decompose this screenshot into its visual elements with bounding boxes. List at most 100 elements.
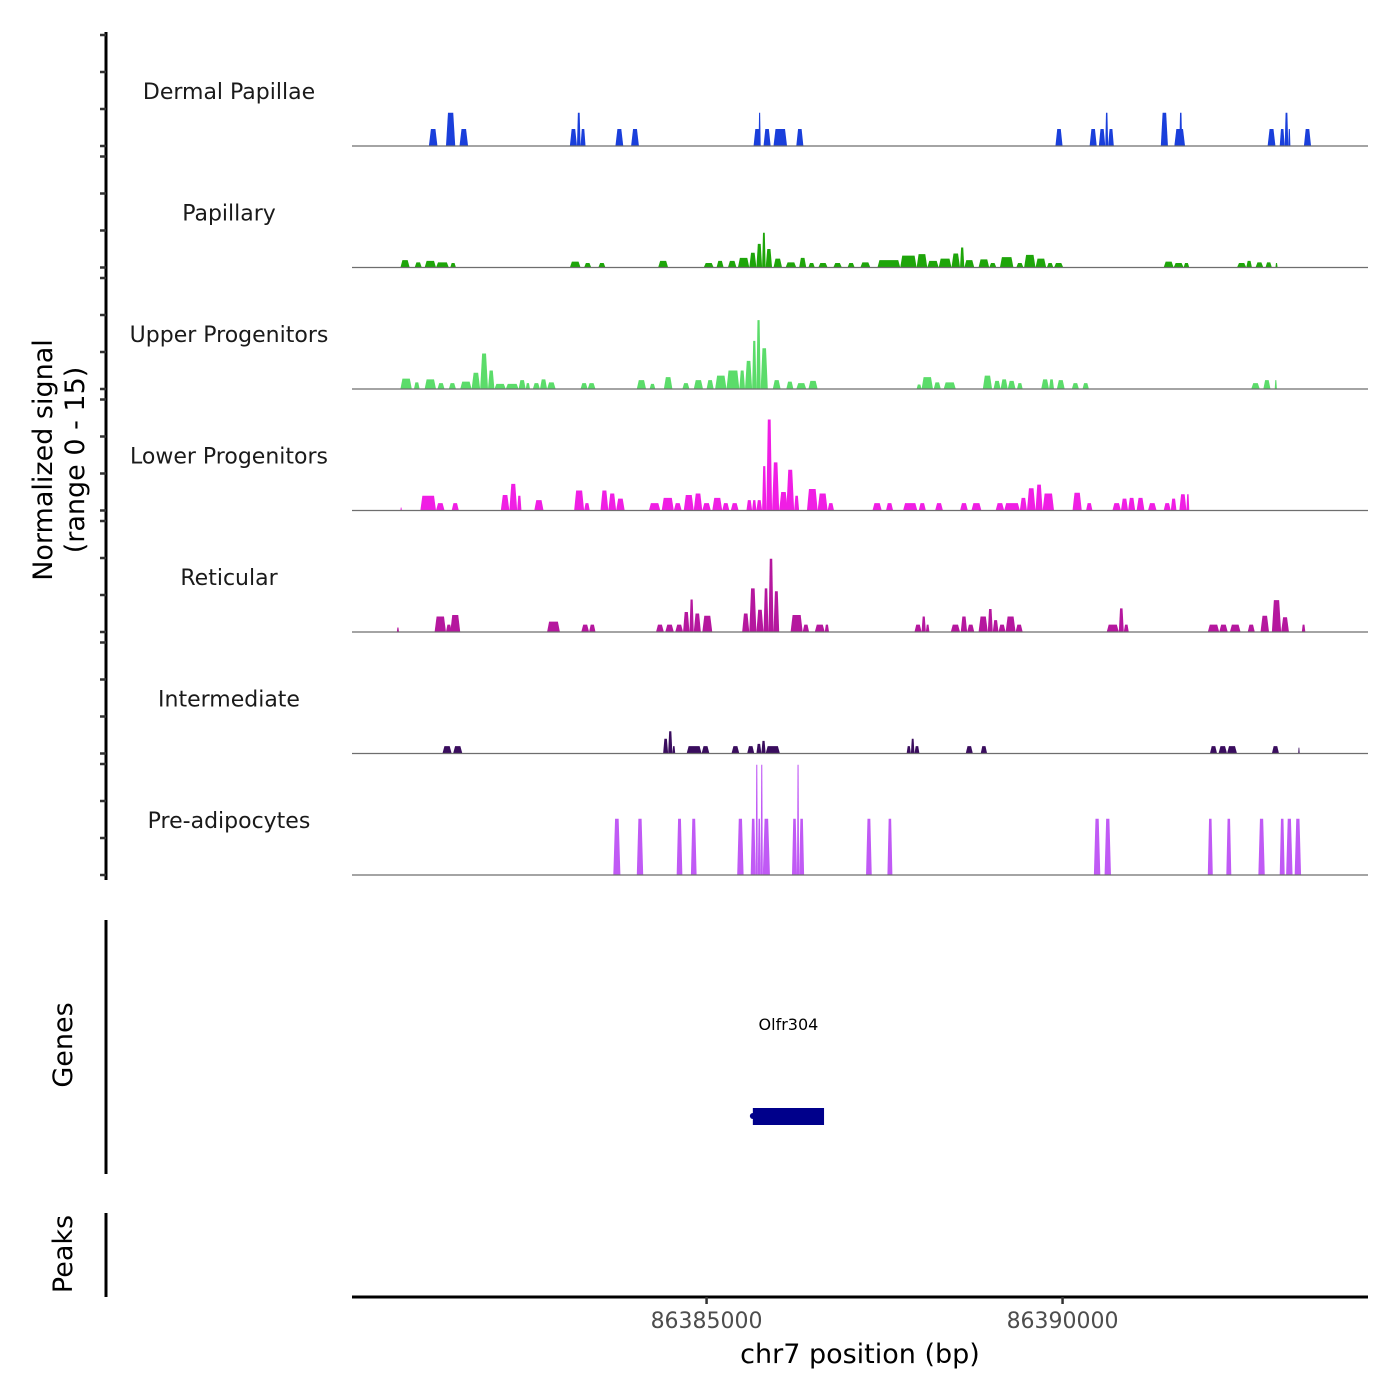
signal-peak	[1281, 617, 1289, 632]
signal-peak	[636, 818, 644, 875]
signal-peak	[773, 128, 788, 146]
signal-peak	[1147, 503, 1157, 511]
signal-peak	[742, 613, 750, 632]
x-tick-label: 86385000	[651, 1309, 763, 1334]
signal-peak	[1267, 128, 1276, 146]
signal-peak	[1005, 616, 1016, 632]
signal-peak	[866, 818, 872, 875]
signal-peak	[1186, 494, 1190, 511]
signal-peak	[574, 490, 585, 511]
strand-arrow-icon	[749, 1113, 756, 1119]
signal-peak	[1229, 624, 1241, 632]
signal-peak	[1163, 503, 1171, 511]
signal-peak	[727, 260, 737, 268]
signal-peak	[706, 380, 714, 389]
signal-peak	[992, 620, 999, 632]
signal-peak	[673, 503, 682, 511]
signal-peak	[935, 503, 943, 511]
signal-peak	[1098, 128, 1106, 146]
signal-peak	[745, 360, 753, 389]
signal-peak	[668, 731, 673, 754]
signal-peak	[1007, 380, 1016, 389]
signal-peak	[424, 379, 437, 389]
signal-peak	[737, 257, 750, 268]
signal-peak	[914, 746, 920, 754]
signal-peak	[1000, 379, 1008, 389]
signal-peak	[420, 495, 437, 511]
signal-peak	[916, 384, 922, 389]
signal-peak	[1089, 128, 1097, 146]
signal-peak	[1284, 112, 1289, 146]
signal-peak	[1247, 624, 1255, 632]
signal-peak	[584, 503, 590, 511]
signal-peak	[950, 624, 961, 632]
signal-peak	[900, 255, 917, 268]
track-lower-progenitors: Lower Progenitors	[130, 419, 1368, 512]
signal-peak	[1072, 492, 1082, 511]
track-intermediate: Intermediate	[158, 688, 1368, 755]
signal-peak	[722, 503, 730, 511]
signal-peak	[1271, 746, 1280, 754]
signal-peak	[649, 383, 656, 389]
signal-peak	[1024, 254, 1036, 268]
signal-peak	[451, 503, 459, 511]
signal-peak	[763, 128, 771, 146]
signal-peak	[1128, 497, 1136, 511]
signal-peak	[980, 746, 988, 754]
signal-peak	[796, 383, 807, 389]
track-label: Papillary	[182, 202, 276, 227]
signal-peak	[437, 383, 445, 389]
signal-peak	[1236, 263, 1247, 268]
signal-peak	[877, 260, 901, 268]
signal-peak	[737, 818, 744, 875]
signal-peak	[802, 624, 810, 632]
signal-peak	[494, 383, 506, 389]
signal-peak	[749, 588, 757, 632]
signal-peak	[716, 260, 724, 268]
coverage-tracks: Dermal Papillae Papillary Upper Progenitor…	[130, 80, 1368, 876]
signal-peak	[951, 253, 961, 268]
signal-peak	[1274, 380, 1277, 389]
signal-peak	[752, 340, 757, 389]
signal-peak	[1258, 818, 1265, 875]
signal-peak	[752, 500, 757, 511]
signal-peak	[757, 818, 761, 875]
signal-peak	[785, 262, 797, 268]
signal-peak	[1071, 383, 1079, 389]
signal-peak	[998, 624, 1006, 632]
signal-peak	[760, 348, 768, 389]
signal-peak	[1049, 379, 1055, 389]
signal-peak	[794, 495, 800, 511]
signal-peak	[978, 616, 988, 632]
signal-peak	[396, 627, 399, 632]
signal-peak	[1263, 380, 1271, 389]
signal-peak	[799, 818, 805, 875]
signal-peak	[756, 320, 761, 389]
signal-peak	[480, 353, 488, 389]
signal-peak	[746, 500, 753, 511]
x-axis-ticks: 86385000 86390000	[651, 1297, 1119, 1334]
track-label: Lower Progenitors	[130, 445, 328, 470]
signal-peak	[1275, 263, 1278, 268]
signal-peak	[636, 380, 647, 389]
signal-peak	[400, 260, 410, 268]
signal-peak	[1016, 263, 1024, 268]
signal-peak	[534, 500, 544, 511]
signal-peak	[860, 262, 871, 268]
signal-peak	[995, 503, 1005, 511]
track-reticular: Reticular	[180, 558, 1368, 633]
signal-peak	[616, 498, 625, 511]
track-label: Dermal Papillae	[143, 80, 315, 105]
signal-peak	[796, 764, 800, 875]
signal-peak	[436, 503, 445, 511]
signal-peak	[814, 624, 825, 632]
track-label: Pre-adipocytes	[148, 809, 311, 834]
signal-peak	[569, 261, 581, 268]
signal-peak	[960, 503, 968, 511]
signal-peak	[445, 112, 456, 146]
signal-peak	[967, 624, 975, 632]
signal-peak	[921, 616, 926, 632]
y-axis-title-line1: Normalized signal	[28, 339, 59, 581]
signal-peak	[598, 263, 606, 268]
